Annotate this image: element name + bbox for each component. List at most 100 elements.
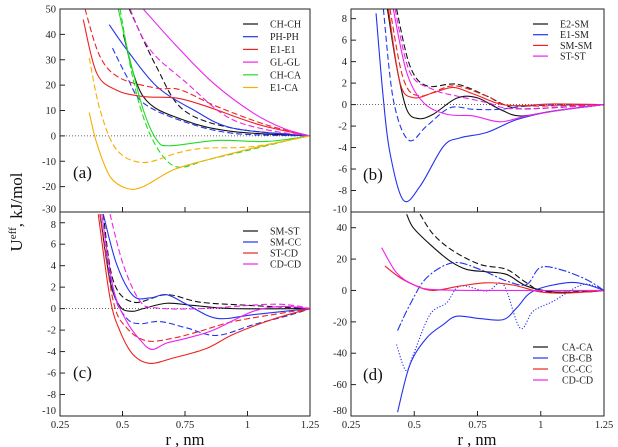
series-e1-sm-solid (375, 13, 604, 203)
y-tick-label: 6 (51, 240, 56, 251)
legend-label: SM-ST (270, 227, 299, 238)
panel-label: (d) (363, 365, 383, 384)
series-sm-st-solid (99, 214, 310, 312)
legend-label: PH-PH (270, 32, 299, 43)
y-tick-label: -6 (338, 165, 347, 176)
x-tick-label: 0.5 (408, 420, 421, 431)
y-tick-label: -30 (42, 205, 56, 216)
x-tick-label: 0.25 (51, 420, 69, 431)
y-tick-label: -4 (47, 347, 56, 358)
series-e1-e1-dashed (84, 9, 310, 137)
y-tick-label: -6 (47, 369, 56, 380)
x-tick-label: 1 (245, 420, 250, 431)
legend-label: E1-E1 (270, 45, 296, 56)
legend-label: CH-CH (270, 20, 301, 31)
y-tick-label: 50 (46, 5, 57, 16)
series-ph-ph-dashed (112, 47, 310, 137)
series-e1-sm-dashed (382, 9, 604, 142)
y-tick-label: 20 (46, 81, 57, 92)
legend-label: CD-CD (562, 376, 593, 387)
series-st-cd-solid (97, 214, 310, 364)
series-sm-sm-dashed (389, 9, 604, 107)
series-cb-cb-dotted (396, 282, 604, 372)
y-tick-label: -40 (333, 349, 347, 360)
y-tick-label: 30 (46, 55, 57, 66)
y-tick-label: -20 (42, 182, 56, 193)
series-ch-ca-solid (117, 9, 310, 147)
series-st-st-dashed (394, 9, 604, 110)
y-tick-label: 4 (51, 261, 57, 272)
x-tick-label: 0.75 (176, 420, 194, 431)
series-cd-cd-solid (381, 247, 604, 292)
y-tick-label: 0 (342, 286, 347, 297)
series-ca-ca-dashed (419, 213, 604, 293)
series-gl-gl-dashed (129, 9, 310, 137)
x-tick-label: 0.75 (468, 420, 486, 431)
series-e1-ca-dashed (88, 57, 310, 164)
panel-label: (c) (73, 363, 92, 382)
x-tick-label: 0.5 (116, 420, 129, 431)
legend-label: ST-ST (560, 52, 586, 63)
series-cb-cb-solid (397, 281, 604, 413)
series-ph-ph-solid (108, 24, 310, 137)
legend-label: CD-CD (270, 260, 301, 271)
panel-d: -80 -60 -40 -20 0 20 40 0.25 0.5 0.75 1 1.25 (d) CA-C… (333, 211, 613, 431)
series-sm-sm-solid (387, 9, 604, 107)
series-e1-e1-solid (82, 19, 310, 137)
y-tick-label: 6 (342, 36, 347, 47)
y-tick-label: -10 (42, 157, 56, 168)
legend-label: E2-SM (560, 20, 589, 31)
series-sm-st-dashed (102, 214, 310, 310)
legend-label: E1-CA (270, 83, 299, 94)
x-tick-label: 0.25 (342, 420, 360, 431)
y-tick-label: 4 (342, 57, 348, 68)
y-tick-label: 0 (342, 100, 347, 111)
y-tick-label: -8 (338, 186, 347, 197)
y-tick-label: 2 (51, 283, 56, 294)
legend-label: SM-CC (270, 238, 301, 249)
x-tick-label: 1 (538, 420, 543, 431)
y-tick-label: -4 (338, 143, 347, 154)
legend-label: CH-CA (270, 70, 302, 81)
y-tick-label: -2 (338, 122, 347, 133)
y-tick-label: 20 (337, 255, 348, 266)
y-tick-label: 2 (342, 79, 347, 90)
x-axis-label-right: r , nm (458, 430, 497, 447)
y-tick-label: -2 (47, 326, 56, 337)
x-tick-label: 1.25 (301, 420, 319, 431)
y-tick-label: 0 (51, 304, 56, 315)
series-cd-cd-dashed (109, 214, 310, 310)
legend-label: CA-CA (562, 343, 594, 354)
panel-label: (a) (73, 163, 92, 182)
x-tick-label: 1.25 (595, 420, 613, 431)
y-tick-label: 8 (51, 220, 56, 231)
x-axis-label-left: r , nm (166, 430, 205, 447)
series-cd-cd-solid (101, 214, 310, 350)
legend-label: ST-CD (270, 249, 298, 260)
y-tick-label: -60 (333, 380, 347, 391)
y-tick-label: -8 (47, 390, 56, 401)
series-e1-ca-solid (88, 112, 310, 190)
legend-label: SM-SM (560, 41, 592, 52)
y-tick-label: -80 (333, 406, 347, 417)
y-tick-label: 40 (46, 30, 57, 41)
series-sm-cc-dashed (99, 214, 310, 337)
y-axis-label: Ueff, kJ/mol (7, 172, 26, 251)
legend-label: E1-SM (560, 30, 589, 41)
y-tick-label: 40 (337, 223, 348, 234)
y-tick-label: -10 (333, 205, 347, 216)
y-tick-label: 10 (46, 106, 57, 117)
y-tick-label: 0 (51, 131, 56, 142)
series-ch-ch-dashed (128, 9, 310, 137)
y-tick-label: -10 (42, 406, 56, 417)
series-st-cd-dashed (99, 214, 310, 342)
series-gl-gl-solid (142, 9, 310, 137)
panel-c: -10 -8 -6 -4 -2 0 2 4 6 8 0.25 0.5 0.75 1 1.25 (c) SM-ST… (42, 211, 319, 431)
panel-label: (b) (363, 165, 383, 184)
